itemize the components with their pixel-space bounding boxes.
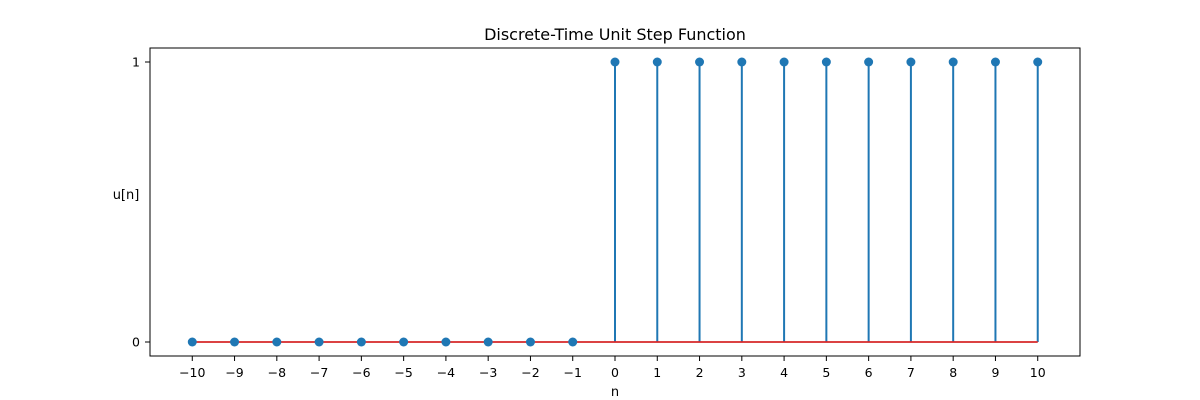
data-point [1033,57,1043,67]
data-point [441,337,451,347]
x-tick-label: 9 [991,365,999,380]
data-point [356,337,366,347]
x-axis-label: n [611,385,619,400]
x-tick-label: −6 [352,365,370,380]
data-point [187,337,197,347]
data-point [948,57,958,67]
x-tick-label: 6 [865,365,873,380]
x-tick-label: 8 [949,365,957,380]
data-point [990,57,1000,67]
x-tick-label: 1 [653,365,661,380]
data-point [864,57,874,67]
y-axis-label: u[n] [113,188,140,203]
x-tick-label: −2 [521,365,539,380]
x-tick-label: −4 [437,365,455,380]
data-point [483,337,493,347]
x-tick-label: −10 [179,365,205,380]
x-tick-label: 2 [696,365,704,380]
chart-title: Discrete-Time Unit Step Function [484,25,746,44]
x-tick-label: 0 [611,365,619,380]
data-point [737,57,747,67]
x-tick-label: 7 [907,365,915,380]
data-point [314,337,324,347]
y-tick-label: 0 [132,335,140,350]
data-point [399,337,409,347]
x-tick-label: 5 [822,365,830,380]
y-axis: 01 [132,55,150,350]
x-tick-label: −5 [394,365,412,380]
data-point [652,57,662,67]
data-point [525,337,535,347]
data-point [906,57,916,67]
x-tick-label: 10 [1030,365,1046,380]
x-tick-label: −3 [479,365,497,380]
x-tick-label: −1 [564,365,582,380]
plot-area [187,57,1043,347]
x-tick-label: 3 [738,365,746,380]
x-tick-label: 4 [780,365,788,380]
data-point [779,57,789,67]
data-point [272,337,282,347]
y-tick-label: 1 [132,55,140,70]
data-point [610,57,620,67]
data-point [695,57,705,67]
data-point [230,337,240,347]
x-tick-label: −7 [310,365,328,380]
x-tick-label: −9 [225,365,243,380]
x-tick-label: −8 [268,365,286,380]
x-axis: −10 −9 −8 −7 −6 −5 −4 −3 −2 −1 0 1 2 3 4 5 6 7 8 9 10 [179,356,1046,380]
data-point [568,337,578,347]
data-point [821,57,831,67]
